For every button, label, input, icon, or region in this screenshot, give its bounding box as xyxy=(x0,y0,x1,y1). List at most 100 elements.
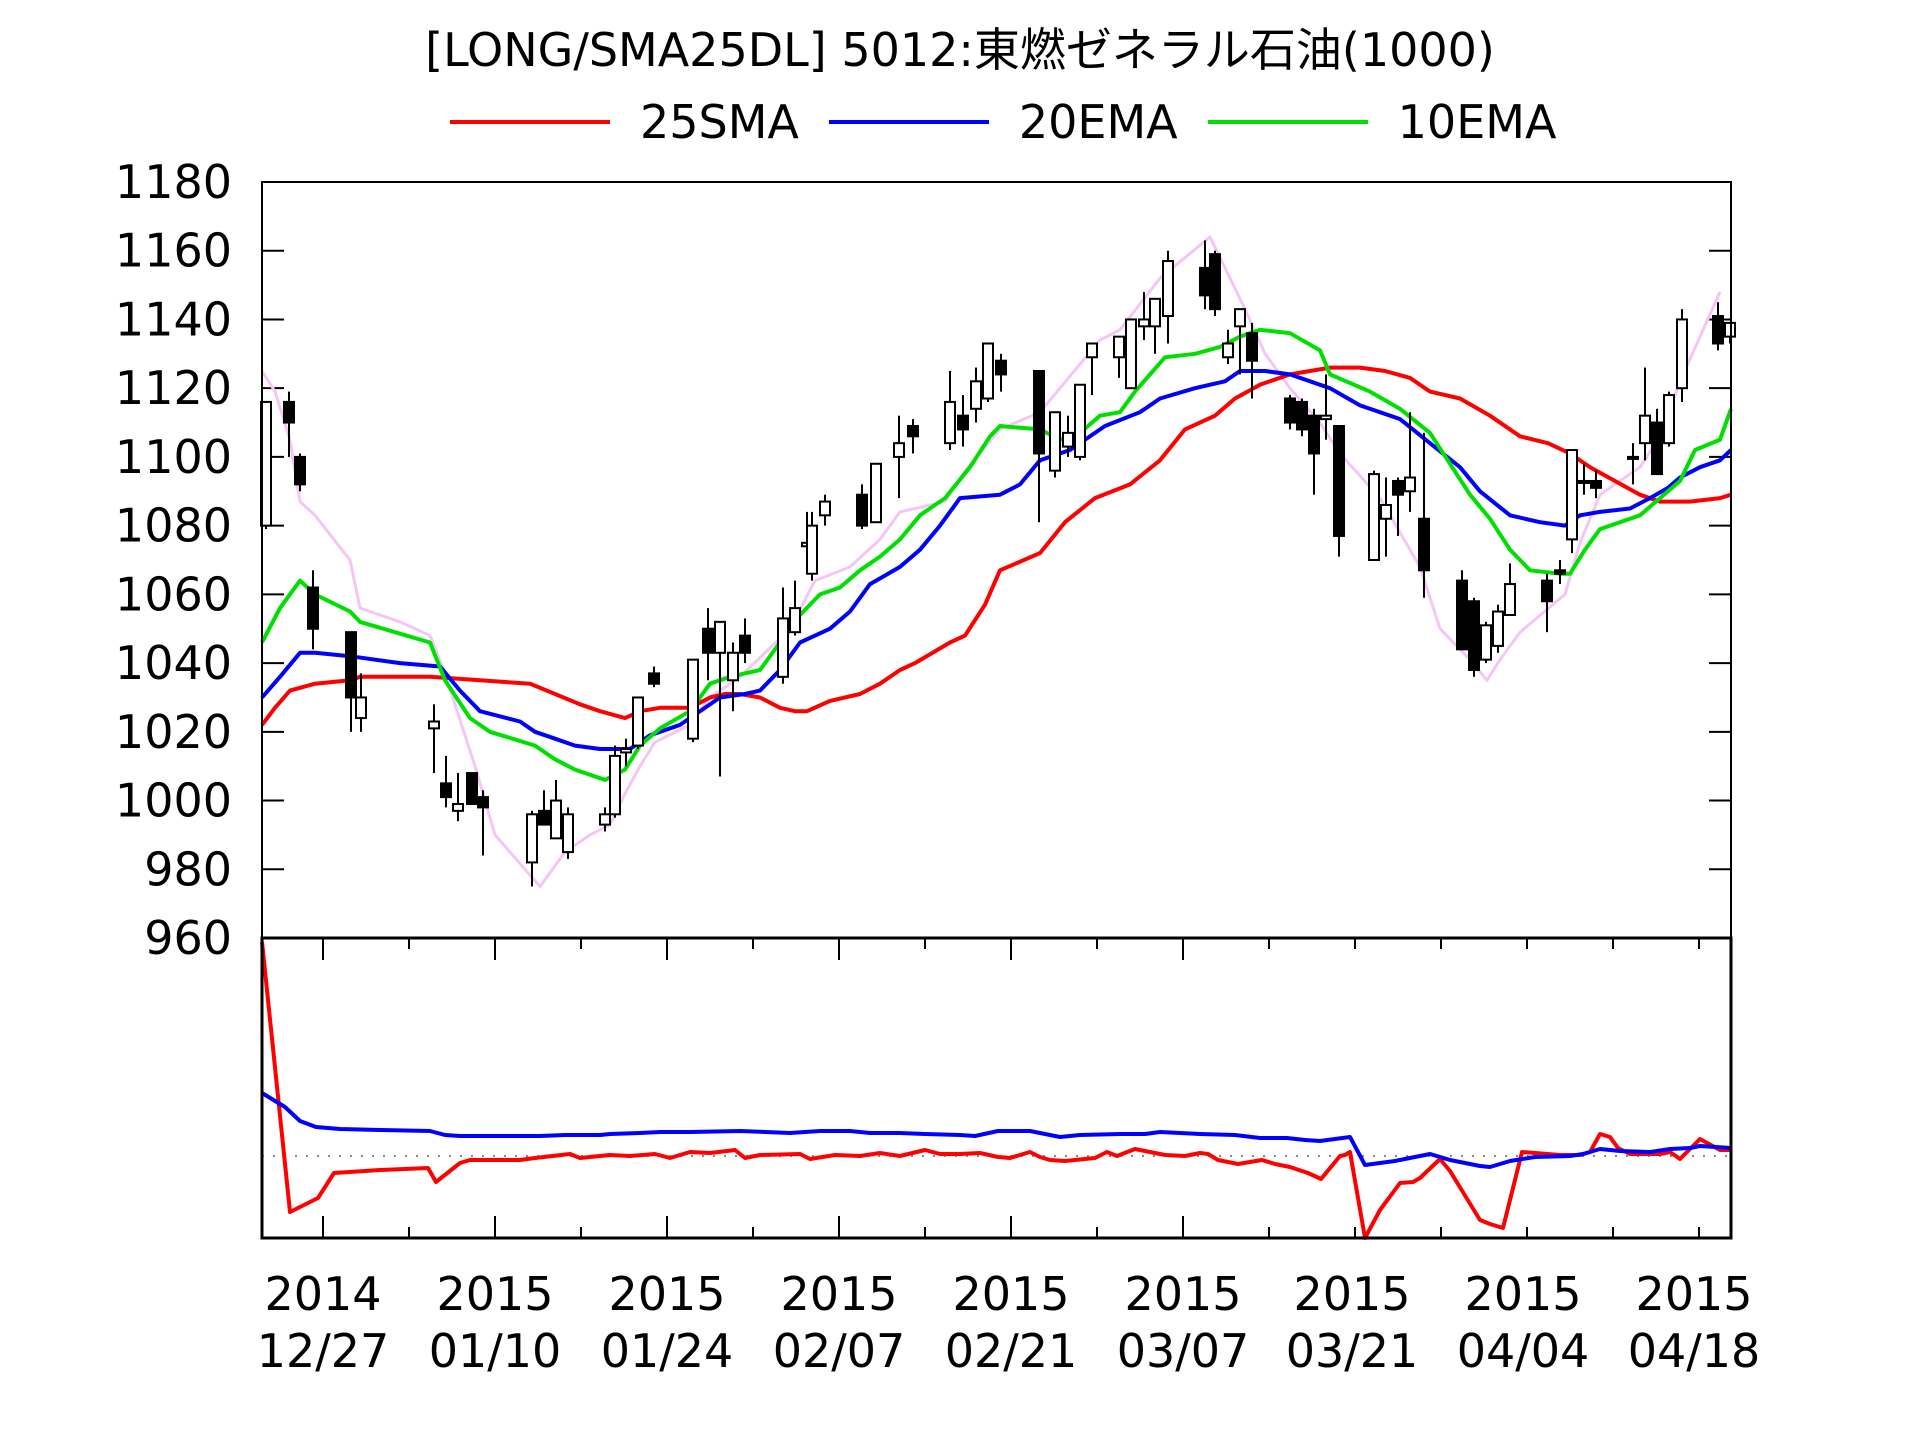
legend-swatch-10ema xyxy=(1207,120,1368,124)
candle-body-up xyxy=(789,607,801,634)
candle-body-down xyxy=(294,455,306,486)
candle-body-up xyxy=(1049,411,1061,472)
candle-body-up xyxy=(893,442,905,458)
candle-body-up xyxy=(526,813,538,864)
candle-body-up xyxy=(1480,624,1492,661)
upper-panel-ticks xyxy=(262,249,1731,871)
legend-item-25sma: 25SMA xyxy=(440,95,819,149)
candle-body-up xyxy=(1492,610,1504,647)
candle-body-up xyxy=(1663,394,1675,445)
candle xyxy=(819,494,831,526)
y-tick-label: 960 xyxy=(144,911,232,965)
candle xyxy=(1578,463,1590,495)
candle-body-up xyxy=(1639,414,1651,445)
candle xyxy=(1308,408,1320,495)
y-tick-label: 1040 xyxy=(115,636,232,690)
candle-body-down xyxy=(538,809,550,826)
candle xyxy=(1113,335,1125,378)
candle-body-up xyxy=(550,799,562,840)
candle-body-up xyxy=(452,802,464,812)
candle-body-down xyxy=(957,414,969,431)
candle xyxy=(856,484,868,530)
candle-body-up xyxy=(1578,479,1590,484)
candle xyxy=(777,587,789,684)
candle xyxy=(806,511,818,581)
x-year-label: 2015 xyxy=(780,1267,897,1321)
candle-body-down xyxy=(1712,315,1724,345)
candle xyxy=(632,696,644,749)
chart-title: [LONG/SMA25DL] 5012:東燃ゼネラル石油(1000) xyxy=(425,23,1495,77)
x-date-label: 12/27 xyxy=(257,1324,390,1378)
legend-label-25sma: 25SMA xyxy=(640,95,799,149)
candle-body-down xyxy=(648,672,660,685)
candle xyxy=(1222,329,1234,365)
candle-body-up xyxy=(727,651,739,682)
candle xyxy=(1468,597,1480,677)
candle xyxy=(1149,297,1161,354)
candle xyxy=(345,631,357,732)
x-date-label: 02/07 xyxy=(773,1324,906,1378)
candle xyxy=(1554,560,1566,585)
deviation-panel-series xyxy=(260,941,1732,1240)
x-date-label: 04/04 xyxy=(1457,1324,1590,1378)
candle-body-up xyxy=(609,754,621,816)
candle xyxy=(428,704,440,774)
candle-body-down xyxy=(1554,569,1566,575)
candle-body-down xyxy=(1308,414,1320,455)
candle xyxy=(944,371,956,451)
candle-body-up xyxy=(1676,318,1688,390)
candle-body-up xyxy=(1627,455,1639,460)
candle-body-down xyxy=(477,796,489,809)
candle xyxy=(739,618,751,664)
candle-body-up xyxy=(806,524,818,575)
x-year-label: 2015 xyxy=(1635,1267,1752,1321)
y-tick-label: 1080 xyxy=(115,499,232,553)
candle-body-down xyxy=(1296,400,1308,431)
candle xyxy=(714,620,726,777)
y-tick-label: 1140 xyxy=(115,292,232,346)
candle-body-down xyxy=(307,586,319,630)
candle-body-up xyxy=(777,617,789,678)
x-year-label: 2014 xyxy=(264,1267,381,1321)
candle xyxy=(1627,443,1639,485)
ma-line-10ema xyxy=(260,327,1733,782)
candle-body-up xyxy=(970,380,982,410)
candle xyxy=(1162,250,1174,344)
x-date-label: 04/18 xyxy=(1628,1324,1761,1378)
candle-body-up xyxy=(1320,414,1332,421)
candle xyxy=(1492,604,1504,653)
candle xyxy=(1663,391,1675,447)
deviation-line xyxy=(260,1091,1732,1169)
candle xyxy=(1566,449,1578,554)
candle xyxy=(1368,470,1380,561)
y-tick-label: 1020 xyxy=(115,705,232,759)
candle xyxy=(1049,411,1061,478)
x-date-label: 03/07 xyxy=(1117,1324,1250,1378)
candle-body-up xyxy=(1380,504,1392,520)
candle xyxy=(538,790,550,826)
candle xyxy=(1380,477,1392,557)
candle xyxy=(982,342,994,402)
candle xyxy=(526,810,538,887)
candle-body-up xyxy=(1113,335,1125,359)
candle-body-up xyxy=(620,748,632,754)
candle-body-down xyxy=(1333,424,1345,537)
candle xyxy=(1125,318,1137,390)
y-tick-label: 1120 xyxy=(115,361,232,415)
candle-body-up xyxy=(1074,383,1086,458)
candle-body-up xyxy=(687,658,699,740)
candle-body-down xyxy=(907,424,919,438)
deviation-line xyxy=(260,941,1731,1240)
y-axis-labels: 960 980 1000 1020 1040 1060 1080 1100 1120 1140 11… xyxy=(115,155,232,965)
candle xyxy=(1209,250,1221,317)
candle-body-down xyxy=(1392,479,1404,496)
legend-label-10ema: 10EMA xyxy=(1397,95,1557,149)
candle-body-up xyxy=(1566,449,1578,541)
candle xyxy=(648,666,660,688)
candle-body-down xyxy=(1541,579,1553,603)
candle xyxy=(283,391,295,457)
candle xyxy=(893,415,905,499)
candle xyxy=(1199,240,1211,310)
candle xyxy=(307,570,319,650)
candle xyxy=(1062,415,1074,457)
